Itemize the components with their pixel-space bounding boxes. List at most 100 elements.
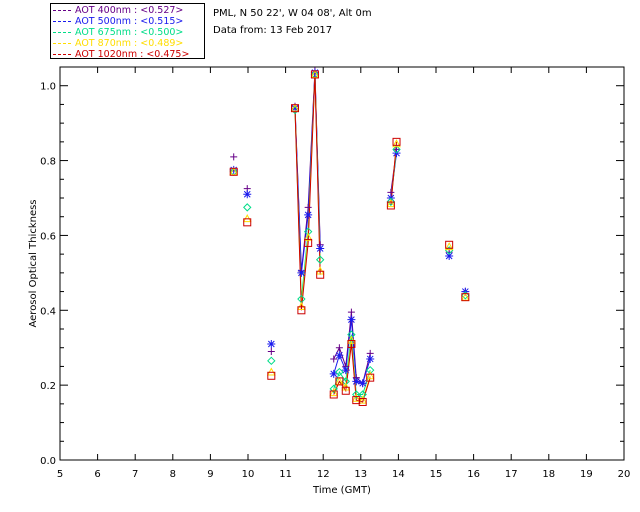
data-point <box>243 218 252 227</box>
data-point <box>461 293 470 302</box>
data-point <box>267 371 276 380</box>
legend-item-870nm: AOT 870nm : <0.489> <box>53 38 183 49</box>
legend-label: AOT 1020nm : <0.475> <box>75 49 190 60</box>
data-point <box>310 70 319 79</box>
data-point <box>310 69 320 78</box>
series-line <box>333 343 371 403</box>
legend-label: AOT 500nm : <0.515> <box>75 16 184 27</box>
data-point <box>347 308 355 316</box>
data-point <box>335 367 344 377</box>
legend-item-500nm: AOT 500nm : <0.515> <box>53 16 183 27</box>
series-line <box>333 334 371 395</box>
data-point <box>243 203 252 212</box>
legend-item-675nm: AOT 675nm : <0.500> <box>53 27 183 38</box>
legend-item-400nm: AOT 400nm : <0.527> <box>53 5 183 16</box>
data-point <box>316 244 325 253</box>
legend-label: AOT 675nm : <0.500> <box>75 27 184 38</box>
legend-swatch <box>53 54 71 55</box>
data-point <box>303 232 313 241</box>
site-location: PML, N 50 22', W 04 08', Alt 0m <box>213 8 372 19</box>
data-point <box>297 268 306 277</box>
x-tick-label: 13 <box>354 469 367 480</box>
data-point <box>386 199 396 208</box>
series-line <box>294 74 321 311</box>
x-tick-label: 19 <box>580 469 593 480</box>
data-point <box>229 167 238 176</box>
y-tick-label: 0.2 <box>40 381 56 392</box>
y-axis-title: Aerosol Optical Thickness <box>28 199 39 327</box>
x-tick-label: 11 <box>279 469 292 480</box>
data-point <box>351 393 361 402</box>
data-point <box>347 315 356 324</box>
data-point <box>392 145 401 154</box>
data-point <box>358 397 367 406</box>
data-point <box>335 351 344 360</box>
legend-swatch <box>53 10 71 11</box>
legend-swatch <box>53 21 71 22</box>
data-point <box>341 377 350 386</box>
data-point <box>341 366 350 375</box>
data-point <box>392 139 401 148</box>
data-point <box>347 339 356 348</box>
data-point <box>297 306 306 315</box>
data-point <box>304 238 313 247</box>
legend-swatch <box>53 43 71 44</box>
x-tick-label: 6 <box>94 469 100 480</box>
data-point <box>444 242 454 251</box>
data-point <box>386 201 395 210</box>
data-point <box>291 104 299 113</box>
data-point <box>304 203 312 211</box>
data-point <box>291 104 299 113</box>
data-point <box>366 354 375 363</box>
data-point <box>243 190 252 199</box>
data-point <box>445 252 454 261</box>
data-point <box>386 197 396 206</box>
plot-frame <box>59 66 625 461</box>
data-point <box>229 165 238 174</box>
legend-label: AOT 870nm : <0.489> <box>75 38 184 49</box>
data-point <box>352 377 361 386</box>
y-tick-label: 0.8 <box>40 157 56 168</box>
x-tick-label: 8 <box>170 469 176 480</box>
y-tick-label: 0.4 <box>40 306 56 317</box>
data-point <box>330 355 338 363</box>
data-point <box>267 347 275 355</box>
x-tick-label: 9 <box>207 469 213 480</box>
data-date: Data from: 13 Feb 2017 <box>213 25 333 36</box>
data-point <box>365 371 375 380</box>
data-point <box>329 384 338 394</box>
data-point <box>290 103 300 112</box>
x-tick-label: 17 <box>505 469 518 480</box>
data-point <box>329 388 339 397</box>
data-point <box>352 390 361 399</box>
data-point <box>392 137 401 146</box>
x-axis-title: Time (GMT) <box>312 485 371 496</box>
data-point <box>445 240 454 249</box>
x-tick-label: 18 <box>542 469 555 480</box>
legend-label: AOT 400nm : <0.527> <box>75 5 184 16</box>
legend: AOT 400nm : <0.527> AOT 500nm : <0.515> … <box>50 3 205 60</box>
data-point <box>335 344 343 352</box>
x-tick-label: 5 <box>57 469 63 480</box>
data-point <box>304 210 313 219</box>
x-tick-label: 15 <box>430 469 443 480</box>
data-point <box>267 339 276 348</box>
x-tick-label: 10 <box>242 469 255 480</box>
data-point <box>230 153 238 161</box>
data-point <box>341 386 350 395</box>
data-point <box>358 395 368 404</box>
data-point <box>329 369 338 378</box>
x-tick-label: 14 <box>392 469 405 480</box>
x-tick-label: 12 <box>317 469 330 480</box>
data-point <box>303 227 313 236</box>
data-point <box>358 379 367 388</box>
data-point <box>315 255 325 264</box>
data-point <box>310 68 319 77</box>
x-tick-label: 20 <box>618 469 631 480</box>
x-tick-label: 16 <box>467 469 480 480</box>
y-tick-label: 0.0 <box>40 456 56 467</box>
data-point <box>352 396 361 405</box>
legend-item-1020nm: AOT 1020nm : <0.475> <box>53 49 189 60</box>
y-tick-label: 1.0 <box>40 82 56 93</box>
